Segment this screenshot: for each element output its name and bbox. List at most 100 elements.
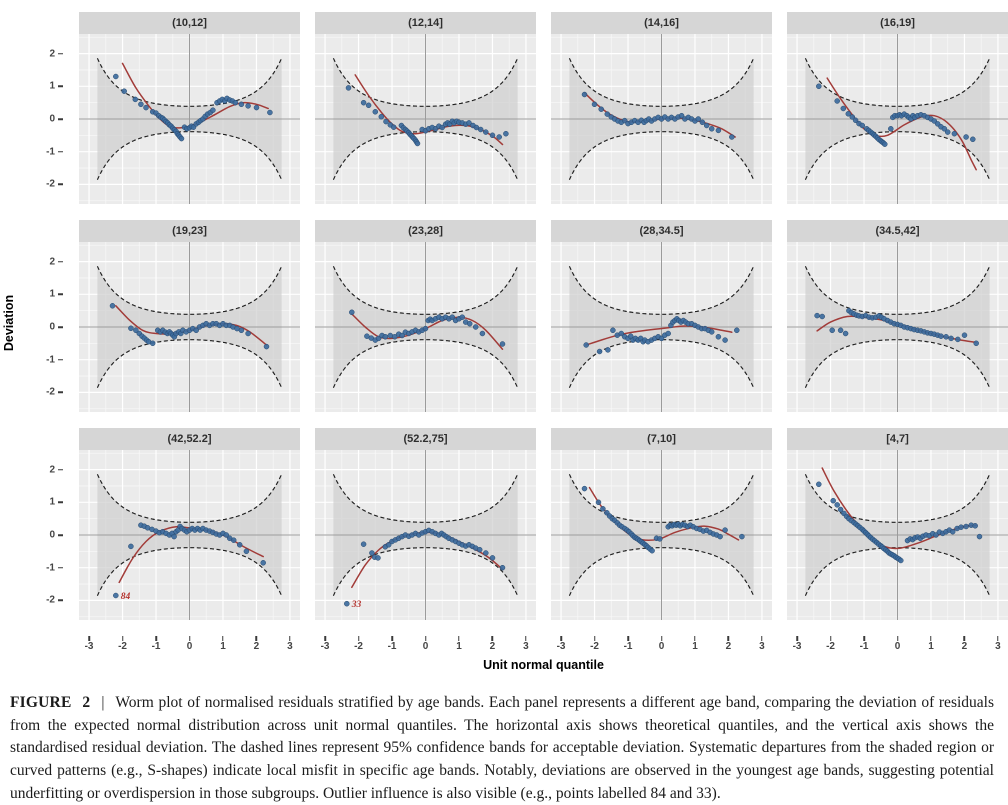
facet-panel-5: (23,28] bbox=[315, 220, 536, 412]
facet-plot-svg bbox=[315, 34, 536, 204]
data-point bbox=[834, 98, 840, 104]
facet-strip: [4,7] bbox=[787, 428, 1008, 450]
facet-strip: (28,34.5] bbox=[551, 220, 772, 242]
upper-confidence-line bbox=[568, 266, 755, 315]
x-tick-label: -1 bbox=[151, 641, 161, 652]
y-tick-mark bbox=[58, 260, 63, 263]
data-point bbox=[365, 102, 372, 109]
data-point bbox=[345, 85, 352, 91]
y-tick-label: -2 bbox=[46, 594, 55, 606]
y-tick-area: 2 1 0 -1 -2 bbox=[0, 242, 64, 412]
x-tick-mark bbox=[627, 636, 629, 641]
facet-plot-area bbox=[79, 242, 300, 412]
data-point bbox=[149, 340, 156, 347]
lower-confidence-line bbox=[568, 131, 755, 180]
data-point bbox=[479, 330, 486, 337]
y-tick-label: -1 bbox=[46, 562, 55, 574]
data-point bbox=[699, 119, 706, 126]
y-tick-label: -1 bbox=[46, 354, 55, 366]
lower-confidence-line bbox=[96, 131, 283, 180]
data-point bbox=[816, 83, 822, 90]
data-point bbox=[360, 541, 367, 547]
data-point bbox=[223, 532, 230, 538]
data-point bbox=[963, 523, 969, 530]
data-point bbox=[596, 348, 603, 355]
facet-strip: (10,12] bbox=[79, 12, 300, 34]
facet-strip: (14,16] bbox=[551, 12, 772, 34]
facet-strip: (42,52.2] bbox=[79, 428, 300, 450]
data-point bbox=[717, 533, 723, 540]
y-tick-label: -2 bbox=[46, 178, 55, 190]
figure-caption-separator: | bbox=[101, 694, 105, 711]
x-tick-mark bbox=[863, 636, 865, 641]
facet-panel-4: (19,23] bbox=[79, 220, 300, 412]
y-tick-mark bbox=[58, 599, 63, 602]
x-tick-label: -3 bbox=[320, 641, 330, 652]
data-point bbox=[391, 334, 398, 340]
data-point bbox=[449, 314, 456, 320]
facet-plot-svg: 33 bbox=[315, 450, 536, 620]
data-point bbox=[739, 533, 745, 540]
x-tick-label: -2 bbox=[354, 641, 363, 652]
x-tick-label: -3 bbox=[792, 641, 802, 652]
x-tick-mark bbox=[188, 636, 191, 641]
worm-plot-figure: Deviation 2 1 0 -1 -2 (10,12] (12,14] (14,16] (1… bbox=[0, 12, 1008, 672]
x-tick-cell: -3 -2 -1 0 1 2 3 bbox=[315, 636, 536, 656]
x-tick-mark bbox=[391, 636, 393, 641]
y-tick-label: -1 bbox=[46, 146, 55, 158]
data-point bbox=[583, 342, 589, 348]
x-tick-label: -1 bbox=[387, 641, 397, 652]
x-tick-mark bbox=[491, 636, 494, 641]
y-tick-label: 0 bbox=[49, 113, 55, 125]
x-tick-mark bbox=[694, 636, 696, 641]
y-tick-mark bbox=[58, 326, 63, 328]
lower-confidence-line bbox=[804, 131, 991, 180]
facet-title: [4,7] bbox=[886, 433, 909, 445]
facet-title: (52.2,75] bbox=[403, 433, 448, 445]
data-point bbox=[499, 564, 506, 571]
x-tick-cell: -3 -2 -1 0 1 2 3 bbox=[787, 636, 1008, 656]
y-tick-label: 1 bbox=[49, 80, 55, 92]
data-point bbox=[963, 134, 969, 140]
data-point bbox=[466, 120, 472, 126]
y-tick-mark bbox=[58, 391, 63, 394]
data-point bbox=[722, 527, 728, 533]
y-tick-label: 1 bbox=[49, 288, 55, 300]
y-tick-mark bbox=[58, 534, 63, 536]
data-point bbox=[600, 506, 606, 512]
data-point bbox=[842, 330, 849, 337]
data-point bbox=[232, 99, 239, 106]
data-point bbox=[382, 334, 389, 340]
data-point bbox=[399, 332, 405, 339]
data-point bbox=[477, 126, 484, 133]
x-tick-label: 1 bbox=[928, 641, 934, 652]
facet-plot-svg bbox=[79, 242, 300, 412]
x-tick-mark bbox=[593, 636, 596, 641]
data-point bbox=[581, 485, 588, 492]
data-point bbox=[193, 327, 199, 334]
data-point bbox=[476, 546, 483, 553]
data-point bbox=[678, 112, 685, 119]
data-point bbox=[132, 96, 139, 103]
facet-panel-9: (52.2,75] 33 bbox=[315, 428, 536, 620]
x-tick-label: -1 bbox=[859, 641, 869, 652]
data-point bbox=[128, 325, 134, 332]
data-point bbox=[245, 330, 251, 337]
facet-panel-11: [4,7] bbox=[787, 428, 1008, 620]
x-tick-label: 2 bbox=[253, 641, 260, 652]
data-point bbox=[834, 502, 840, 508]
data-point bbox=[958, 524, 964, 530]
upper-confidence-line bbox=[568, 474, 755, 523]
x-tick-mark bbox=[155, 636, 157, 641]
data-point bbox=[938, 333, 944, 339]
data-point bbox=[961, 332, 968, 338]
x-tick-label: 0 bbox=[894, 641, 901, 652]
lower-confidence-line bbox=[332, 131, 519, 180]
facet-plot-svg bbox=[787, 242, 1008, 412]
facet-plot-svg bbox=[79, 34, 300, 204]
facet-plot-svg bbox=[315, 242, 536, 412]
y-axis-gutter: 2 1 0 -1 -2 bbox=[0, 12, 64, 204]
y-tick-label: 2 bbox=[49, 464, 55, 476]
facet-plot-area bbox=[551, 450, 772, 620]
facet-title: (12,14] bbox=[408, 17, 443, 29]
